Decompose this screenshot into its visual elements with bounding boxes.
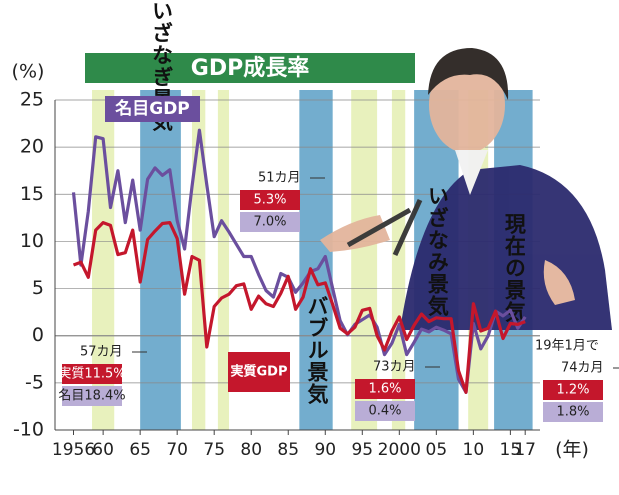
- x-tick-label: 60: [92, 440, 114, 460]
- legend-label: 名目GDP: [114, 98, 190, 119]
- legend-label: 実質GDP: [231, 364, 288, 380]
- x-unit: (年): [555, 439, 589, 461]
- note-nominal-box: [543, 402, 603, 422]
- note-real-box: [240, 190, 300, 210]
- y-tick-label: 20: [20, 136, 44, 158]
- note-nominal: 名目18.4%: [58, 388, 125, 404]
- note-months: 74カ月: [561, 361, 604, 376]
- y-tick-label: 5: [32, 277, 44, 299]
- x-tick-label: 70: [166, 440, 188, 460]
- x-tick-label: 75: [203, 440, 225, 460]
- note-real: 5.3%: [253, 193, 286, 208]
- period-band: [391, 90, 406, 430]
- note-months: 57カ月: [80, 345, 123, 360]
- note-nominal: 1.8%: [556, 405, 589, 420]
- x-tick-label: 15: [500, 440, 522, 460]
- note-nominal: 0.4%: [368, 404, 401, 419]
- series-line: [72, 221, 526, 394]
- note-nominal-box: [240, 212, 300, 232]
- note-real: 実質11.5%: [58, 366, 125, 382]
- y-tick-label: 25: [20, 89, 44, 111]
- period-label: いざなみ景気: [425, 185, 449, 317]
- y-tick-label: -10: [13, 419, 44, 441]
- x-tick-label: 2000: [378, 440, 421, 460]
- legend-box: [105, 96, 200, 122]
- period-label: 現在の景気: [502, 213, 526, 323]
- y-tick-label: 10: [20, 230, 44, 252]
- x-tick-label: 80: [240, 440, 262, 460]
- period-band: [140, 90, 181, 430]
- x-tick-label: 17: [514, 440, 536, 460]
- note-real-box: [543, 380, 603, 400]
- note-real: 1.6%: [368, 382, 401, 397]
- note-real-box: [62, 364, 122, 384]
- title-banner: [85, 53, 415, 83]
- note-nominal-box: [62, 386, 122, 406]
- y-tick-label: 15: [20, 183, 44, 205]
- note-prefix: 19年1月で: [535, 339, 599, 354]
- x-tick-label: 05: [426, 440, 448, 460]
- x-tick-label: 90: [314, 440, 336, 460]
- period-band: [351, 90, 378, 430]
- photo-figure: [320, 48, 612, 330]
- x-tick-label: 85: [277, 440, 299, 460]
- x-tick-label: 65: [129, 440, 151, 460]
- note-nominal: 7.0%: [253, 215, 286, 230]
- x-tick-label: 10: [463, 440, 485, 460]
- note-real: 1.2%: [556, 383, 589, 398]
- period-label: バブル景気: [305, 295, 329, 405]
- series-line: [71, 128, 527, 394]
- note-months: 51カ月: [258, 171, 301, 186]
- note-real-box: [355, 379, 415, 399]
- note-months: 73カ月: [373, 360, 416, 375]
- y-tick-label: 0: [32, 324, 44, 346]
- legend-box: [228, 352, 290, 392]
- y-tick-label: -5: [25, 371, 44, 393]
- x-tick-label: 95: [351, 440, 373, 460]
- period-band: [92, 90, 115, 430]
- note-nominal-box: [355, 401, 415, 421]
- period-band: [217, 90, 230, 430]
- x-tick-label: 1956: [52, 440, 95, 460]
- chart-title: GDP成長率: [191, 56, 309, 81]
- y-unit: (%): [12, 61, 45, 83]
